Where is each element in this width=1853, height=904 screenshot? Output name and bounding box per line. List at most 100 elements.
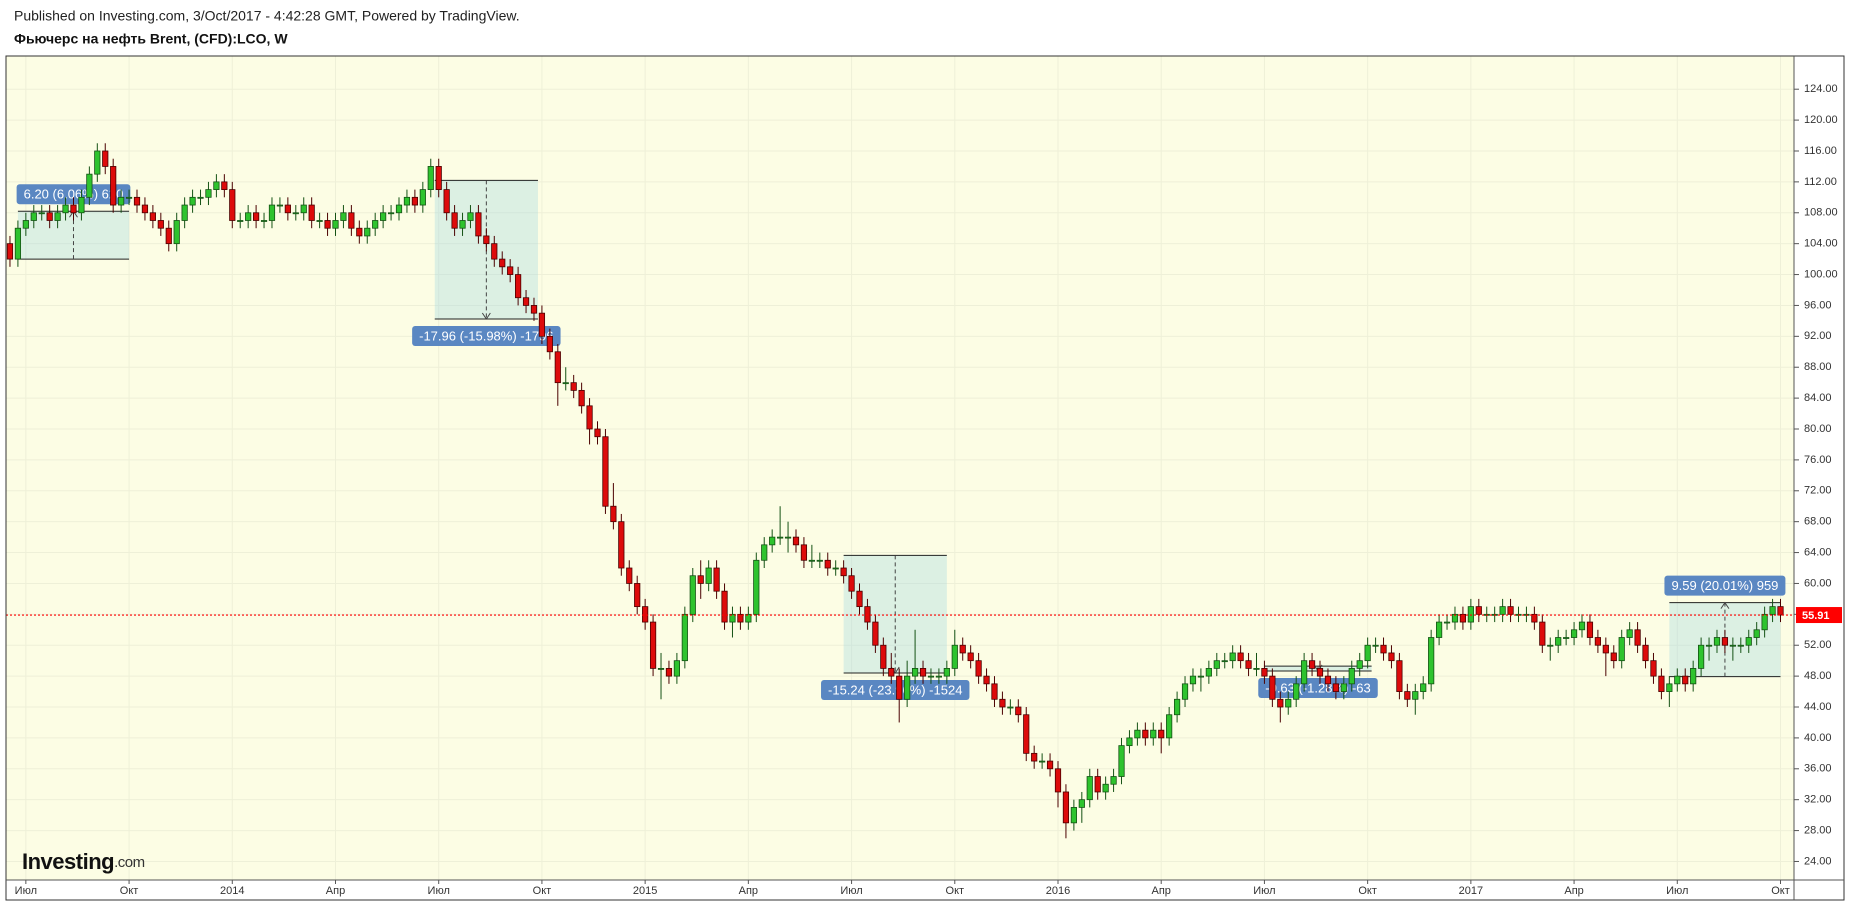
candle-body [713,567,720,592]
candle-body [784,536,792,539]
candle-body [832,567,839,570]
candle-body [602,436,609,507]
candle-body [1046,760,1054,770]
candle-body [157,220,164,229]
candle-body [777,536,784,539]
x-tick-label: Июл [840,885,862,897]
candle-body [578,389,585,407]
candle-body [1404,691,1411,700]
candle-body [546,335,553,353]
candle-body [189,196,196,206]
candle-body [1475,606,1482,615]
y-tick-label: 60.00 [1804,577,1832,589]
candle-body [173,220,180,245]
candle-body [1229,652,1236,662]
candle-body [1197,675,1205,678]
candle-body [1761,613,1768,631]
candle-body [657,668,665,670]
y-tick-label: 52.00 [1804,639,1832,651]
candle-body [245,212,252,221]
measure-label: -0.63 (-1.28%) -63 [1265,680,1371,695]
candle-body [491,243,498,260]
candle-body [665,668,673,677]
candle-body [1682,675,1689,685]
axes: 24.00 28.00 32.00 36.00 40.00 44.00 48.00 52.00… [6,83,1842,897]
candle-body [737,613,744,623]
candle-body [1054,768,1062,793]
x-tick-label: Окт [1771,885,1790,897]
candle-body [467,212,474,221]
candle-body [1737,644,1744,647]
candle-body [1507,606,1514,615]
candle-body [1642,644,1649,662]
candle-body [1181,683,1189,700]
x-tick-label: 2017 [1459,885,1483,897]
candle-body [1769,606,1776,615]
candle-body [1705,644,1713,647]
y-tick-label: 32.00 [1804,794,1832,806]
candle-body [1213,660,1220,669]
candle-body [1777,606,1784,616]
candle-body [1221,660,1228,663]
candle-body [1348,668,1355,685]
candle-body [197,196,204,199]
candle-body [1205,668,1212,677]
x-tick-label: Апр [1564,885,1583,897]
candle-body [991,683,998,700]
candle-body [1745,637,1752,646]
candle-body [1634,629,1641,646]
candle-body [1721,637,1729,646]
candle-body [149,212,156,221]
candle-body [125,196,133,199]
x-tick-label: 2014 [220,885,244,897]
candle-body [1563,637,1570,639]
candle-body [1316,668,1324,677]
candle-body [983,675,990,685]
x-tick-label: Июл [1253,885,1275,897]
candle-body [745,613,752,623]
candle-body [721,590,728,623]
last-price-label: 55.91 [1802,610,1830,622]
candle-body [1324,675,1332,685]
candle-body [22,220,29,229]
candle-body [1547,644,1554,647]
candle-body [673,660,680,677]
candle-body [792,536,800,546]
candle-body [300,204,307,214]
candle-body [1364,644,1371,662]
candle-body [800,544,808,561]
candle-body [538,312,546,337]
measure-label: -17.96 (-15.98%) -1796 [419,328,553,343]
measure-label-bg [16,184,131,205]
candle-body [1237,652,1244,662]
candle-body [292,212,299,215]
candle-body [1094,776,1101,793]
candle-body [649,621,657,669]
candle-body [1031,752,1038,762]
candle-body [1428,637,1435,685]
candle-body [110,166,117,206]
candle-body [324,220,331,229]
candle-body [1380,644,1387,654]
candle-body [1332,683,1339,692]
candle-body [78,196,85,214]
logo: Investing.com [22,849,145,874]
candle-body [975,660,982,677]
candle-body [808,559,815,562]
candle-body [372,220,379,229]
candle-body [14,227,22,260]
y-tick-label: 120.00 [1804,114,1838,126]
y-tick-label: 80.00 [1804,423,1832,435]
y-tick-label: 112.00 [1804,176,1837,188]
candle-body [705,567,712,584]
candle-body [610,505,617,523]
y-tick-label: 68.00 [1804,516,1832,528]
candle-body [1039,760,1046,763]
candle-body [1459,613,1467,623]
y-tick-label: 116.00 [1804,145,1837,157]
candle-body [1610,652,1617,662]
candle-body [1293,683,1300,700]
candle-body [888,668,895,677]
candle-body [824,559,831,569]
